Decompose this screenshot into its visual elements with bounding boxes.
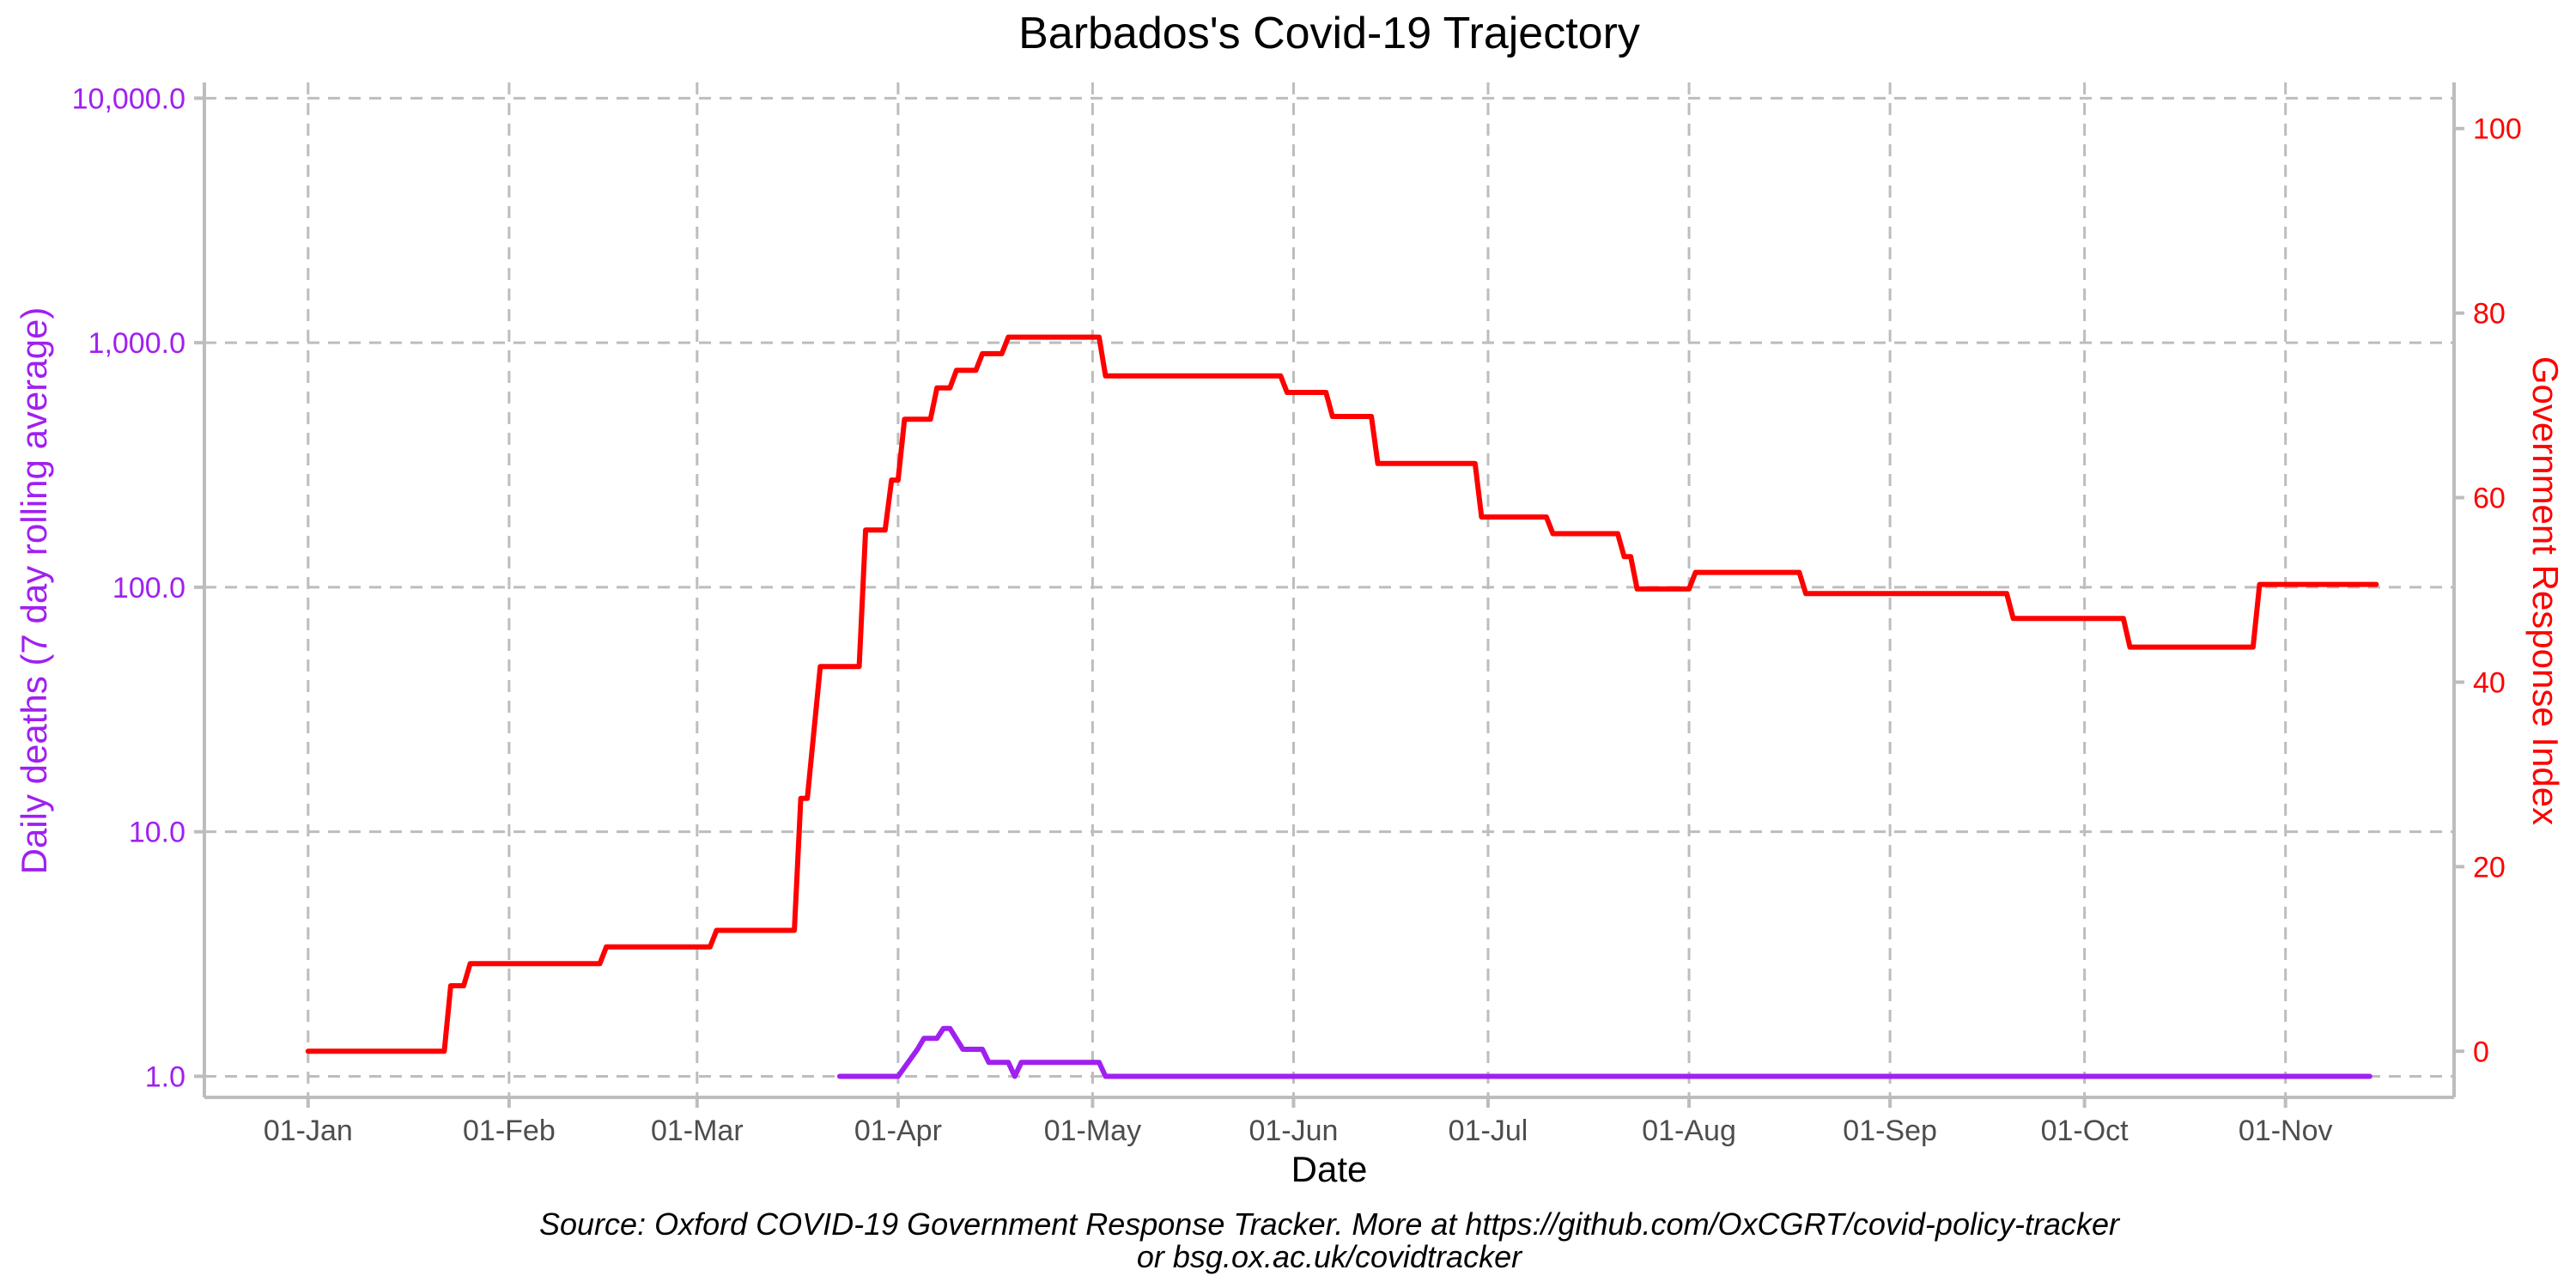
x-axis-ticks: 01-Jan 01-Feb 01-Mar 01-Apr 01-May 01-Jun 01-J… xyxy=(264,1097,2333,1147)
left-tick-label: 10.0 xyxy=(129,817,185,849)
daily-deaths-line xyxy=(836,1025,2372,1079)
right-tick-label: 0 xyxy=(2473,1036,2489,1068)
x-tick-label: 01-Jan xyxy=(264,1115,353,1147)
x-tick-label: 01-Sep xyxy=(1843,1115,1937,1147)
series-lines xyxy=(305,334,2379,1079)
government-response-line xyxy=(305,334,2379,1054)
right-tick-label: 40 xyxy=(2473,666,2506,699)
x-tick-label: 01-Aug xyxy=(1642,1115,1736,1147)
left-tick-label: 10,000.0 xyxy=(72,82,185,115)
caption-line-1: Source: Oxford COVID-19 Government Respo… xyxy=(539,1206,2121,1242)
right-tick-label: 80 xyxy=(2473,298,2506,331)
x-tick-label: 01-Oct xyxy=(2041,1115,2129,1147)
left-axis-title: Daily deaths (7 day rolling average) xyxy=(14,307,54,875)
x-tick-label: 01-Mar xyxy=(651,1115,744,1147)
left-tick-label: 1.0 xyxy=(145,1060,185,1093)
left-tick-label: 1,000.0 xyxy=(88,327,185,360)
caption-line-2: or bsg.ox.ac.uk/covidtracker xyxy=(1137,1239,1523,1274)
left-tick-label: 100.0 xyxy=(112,572,185,605)
x-tick-label: 01-Feb xyxy=(463,1115,556,1147)
left-axis-ticks: 1.0 10.0 100.0 1,000.0 10,000.0 xyxy=(72,82,204,1093)
x-tick-label: 01-Jul xyxy=(1449,1115,1528,1147)
x-tick-label: 01-Jun xyxy=(1249,1115,1338,1147)
x-tick-label: 01-Apr xyxy=(854,1115,942,1147)
x-tick-label: 01-Nov xyxy=(2239,1115,2333,1147)
x-tick-label: 01-May xyxy=(1044,1115,1141,1147)
chart-title: Barbados's Covid-19 Trajectory xyxy=(1018,9,1640,58)
right-tick-label: 60 xyxy=(2473,483,2506,515)
x-axis-title: Date xyxy=(1291,1149,1368,1189)
grid-lines xyxy=(204,82,2454,1097)
right-tick-label: 20 xyxy=(2473,851,2506,884)
right-axis-title: Government Response Index xyxy=(2525,356,2566,825)
right-axis-ticks: 0 20 40 60 80 100 xyxy=(2454,113,2522,1068)
right-tick-label: 100 xyxy=(2473,113,2522,146)
